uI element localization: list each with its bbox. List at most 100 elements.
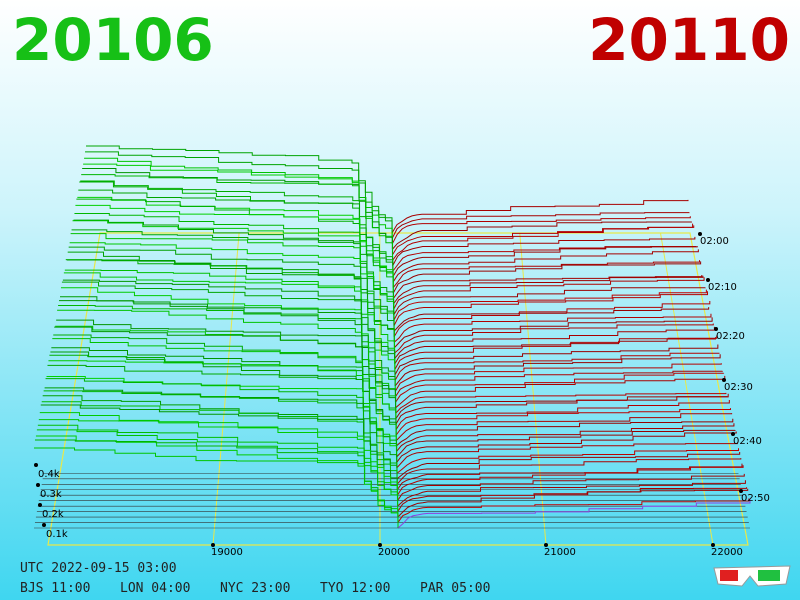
floor bbox=[47, 232, 749, 546]
tick-dot bbox=[722, 378, 726, 382]
ask-depth-line bbox=[395, 392, 727, 414]
bid-depth-line bbox=[70, 233, 395, 321]
price-label: 21000 bbox=[544, 547, 576, 558]
bid-depth-line bbox=[69, 242, 395, 326]
time-label: 02:40 bbox=[733, 436, 762, 447]
ask-depth-line bbox=[396, 431, 737, 463]
ask-depth-line bbox=[394, 326, 715, 359]
ask-depth-line bbox=[393, 287, 706, 316]
ask-depth-line bbox=[396, 458, 742, 485]
bid-depth-line bbox=[86, 145, 393, 233]
bid-depth-line bbox=[61, 281, 396, 370]
bid-depth-line bbox=[74, 212, 394, 299]
ask-depth-line bbox=[397, 498, 750, 523]
bid-depth-line bbox=[34, 447, 399, 528]
grid-line bbox=[660, 232, 714, 546]
ask-depth-line bbox=[393, 275, 704, 305]
grid-line bbox=[519, 232, 547, 546]
bid-depth-line bbox=[71, 229, 395, 315]
bid-depth-line bbox=[48, 360, 397, 447]
ask-depth-line bbox=[392, 275, 703, 299]
bid-depth-line bbox=[65, 259, 395, 348]
bid-depth-line bbox=[38, 419, 398, 501]
bid-depth-line bbox=[77, 196, 394, 283]
bid-depth-line bbox=[40, 404, 398, 490]
ask-depth-line bbox=[396, 429, 736, 458]
zone-time: BJS 11:00 bbox=[20, 581, 90, 596]
bid-depth-line bbox=[68, 246, 395, 332]
ask-depth-line bbox=[393, 277, 705, 310]
ask-depth-line bbox=[392, 261, 702, 294]
bid-depth-line bbox=[35, 435, 399, 518]
tick-dot bbox=[34, 463, 38, 467]
tick-dot bbox=[711, 543, 715, 547]
depth-label: 0.1k bbox=[46, 529, 68, 540]
bid-depth-line bbox=[46, 376, 398, 457]
ask-depth-line bbox=[394, 354, 721, 387]
tick-dot bbox=[378, 543, 382, 547]
bid-depth-line bbox=[54, 326, 397, 414]
bid-depth-line bbox=[60, 296, 396, 381]
ask-depth-line bbox=[397, 499, 751, 529]
bid-depth-line bbox=[44, 387, 398, 468]
ask-depth-line bbox=[392, 225, 695, 261]
bid-depth-line bbox=[73, 219, 394, 305]
ask-depth-line bbox=[395, 375, 726, 409]
tick-dot bbox=[698, 232, 702, 236]
ask-depth-line bbox=[394, 363, 722, 392]
bid-depth-line bbox=[43, 390, 398, 474]
ask-depth-line bbox=[395, 413, 733, 441]
ask-depth-line bbox=[391, 212, 690, 239]
ask-depth-line bbox=[394, 323, 714, 354]
bid-depth-line bbox=[52, 338, 397, 425]
bid-depth-line bbox=[45, 378, 398, 463]
bid-depth-line bbox=[39, 412, 398, 496]
ask-depth-line bbox=[393, 291, 709, 327]
bid-depth-line bbox=[34, 439, 399, 523]
bid-depth-line bbox=[60, 287, 396, 376]
ask-depth-line bbox=[391, 221, 692, 250]
bid-depth-line bbox=[84, 157, 393, 244]
bid-depth-line bbox=[76, 198, 394, 288]
bid-depth-line bbox=[55, 325, 397, 408]
bid-depth-line bbox=[56, 319, 396, 403]
bid-depth-line bbox=[75, 204, 394, 294]
zone-time: LON 04:00 bbox=[120, 581, 190, 596]
ask-depth-line bbox=[395, 393, 729, 425]
ask-depth-line bbox=[396, 465, 744, 496]
tick-dot bbox=[36, 483, 40, 487]
tick-dot bbox=[739, 489, 743, 493]
tick-dot bbox=[731, 432, 735, 436]
grid-line bbox=[212, 232, 240, 546]
tick-dot bbox=[42, 523, 46, 527]
tick-dot bbox=[706, 278, 710, 282]
bid-depth-line bbox=[42, 395, 398, 479]
bid-depth-line bbox=[57, 309, 396, 397]
tick-dot bbox=[38, 503, 42, 507]
depth-label: 0.3k bbox=[40, 489, 62, 500]
ask-depth-line bbox=[393, 313, 712, 343]
ask-depth-line bbox=[393, 300, 711, 338]
depth-label: 0.2k bbox=[42, 509, 64, 520]
ask-depth-line bbox=[396, 463, 743, 491]
bid-depth-line bbox=[63, 272, 396, 359]
zone-time: PAR 05:00 bbox=[420, 581, 490, 596]
bid-depth-line bbox=[85, 151, 393, 239]
time-label: 02:20 bbox=[716, 331, 745, 342]
bid-depth-line bbox=[49, 354, 397, 441]
ask-depth-line bbox=[392, 236, 696, 267]
time-label: 02:30 bbox=[724, 382, 753, 393]
ask-depth-line bbox=[391, 216, 691, 245]
ask-depth-line bbox=[395, 408, 731, 436]
ask-depth-line bbox=[391, 199, 689, 234]
tick-dot bbox=[211, 543, 215, 547]
depth-layers bbox=[34, 145, 751, 529]
ask-depth-line bbox=[396, 451, 741, 480]
ask-depth-line bbox=[394, 344, 719, 376]
bid-depth-line bbox=[58, 304, 396, 392]
ask-depth-line bbox=[393, 289, 707, 321]
price-label: 22000 bbox=[711, 547, 743, 558]
bid-depth-line bbox=[50, 351, 397, 436]
ask-depth-line bbox=[397, 488, 749, 518]
